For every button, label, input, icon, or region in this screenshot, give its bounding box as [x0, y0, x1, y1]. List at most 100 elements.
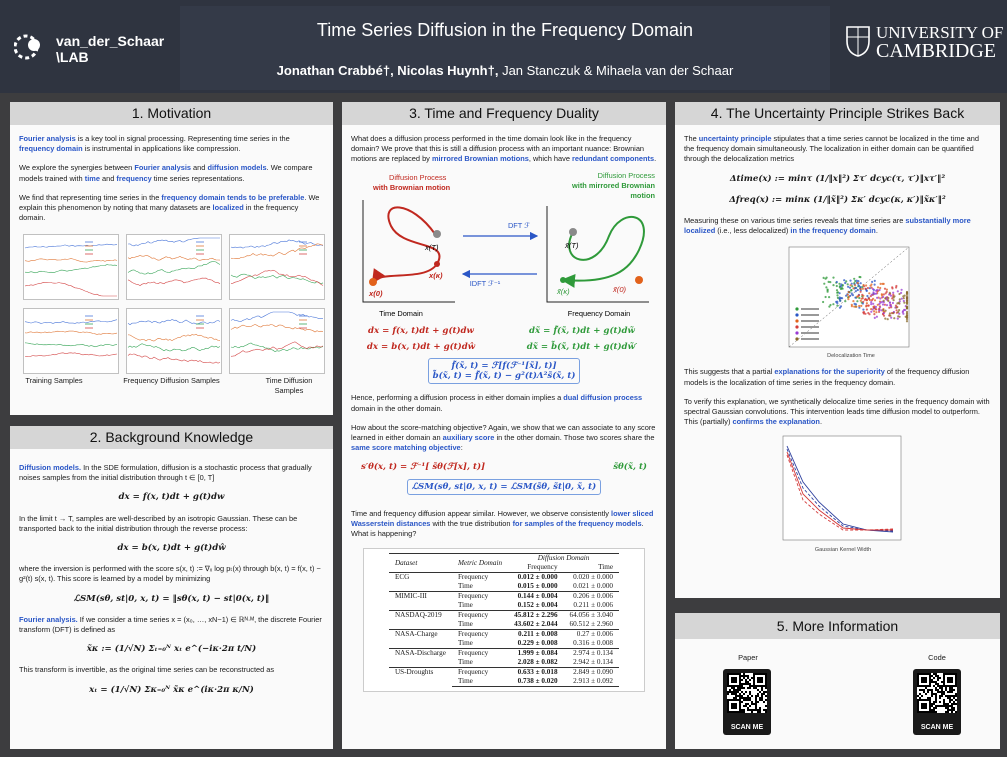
panel-title: 5. More Information: [675, 613, 1000, 639]
qr-module: [935, 699, 937, 701]
qr-module: [765, 687, 767, 689]
scatter-dot: [888, 315, 891, 318]
qr-module: [945, 711, 947, 713]
scatter-dot: [884, 310, 887, 313]
qr-module: [951, 707, 953, 709]
scatter-dot: [835, 294, 839, 297]
scatter-dot: [891, 294, 894, 297]
qr-module: [935, 707, 937, 709]
text-run: , which have: [528, 154, 572, 164]
score-equations: s′θ(x, t) = ℱ⁻¹[ s̃θ(ℱ[x], t)] s̃θ(x̃, t…: [361, 462, 647, 472]
qr-card[interactable]: SCAN ME: [723, 669, 771, 735]
qr-module: [765, 691, 767, 693]
scatter-dot: [847, 291, 850, 294]
sample-curve: [24, 244, 118, 249]
qr-module: [953, 697, 955, 699]
scatter-dot: [880, 293, 883, 296]
qr-module: [933, 711, 935, 713]
metric-cell: Frequency: [451, 572, 509, 583]
scatter-dot: [855, 300, 858, 303]
qr-module: [941, 705, 943, 707]
text-run: We explore the synergies between: [19, 163, 135, 173]
value-cell: 0.316 ± 0.008: [573, 639, 614, 648]
qr-module: [939, 705, 941, 707]
qr-module: [945, 689, 947, 691]
text-run: Jan Stanczuk & Mihaela van der Schaar: [498, 63, 734, 78]
qr-module: [949, 687, 951, 689]
subcolumn-header: Time: [563, 563, 620, 574]
paragraph: Fourier analysis is a key tool in signal…: [19, 134, 324, 154]
qr-module: [939, 685, 941, 687]
scatter-dot: [900, 298, 903, 301]
qr-module: [929, 689, 931, 691]
qr-module: [755, 695, 757, 697]
text-run: auxiliary score: [442, 433, 495, 443]
paragraph: This suggests that a partial explanation…: [684, 367, 991, 387]
scatter-dot: [857, 294, 860, 297]
scatter-dot: [869, 303, 872, 306]
qr-module: [927, 691, 929, 693]
content: This suggests that a partial explanation…: [684, 367, 991, 427]
text-run: We find that representing time series in…: [19, 192, 162, 202]
qr-module: [939, 697, 941, 699]
qr-module: [953, 695, 955, 697]
qr-module: [749, 679, 751, 681]
text-run: frequency: [116, 173, 152, 183]
qr-module: [747, 709, 749, 711]
qr-card[interactable]: SCAN ME: [913, 669, 961, 735]
sample-curve: [127, 334, 221, 342]
sample-curve: [127, 278, 221, 287]
scatter-dot: [861, 308, 864, 312]
sample-curve: [24, 342, 118, 348]
value-cell: 0.144 ± 0.004: [508, 591, 564, 602]
qr-module: [933, 709, 935, 711]
metric-cell: Time: [457, 582, 473, 591]
paragraph: What does a diffusion process performed …: [351, 134, 657, 165]
qr-module: [939, 701, 941, 703]
paragraph: This transform is invertible, as the ori…: [19, 665, 324, 675]
scatter-dot: [838, 298, 841, 301]
scatter-dot: [905, 320, 908, 323]
qr-module: [951, 709, 953, 711]
logo-dot: [28, 39, 40, 51]
content: Diffusion models. In the SDE formulation…: [19, 463, 324, 695]
qr-module: [743, 699, 745, 701]
qr-module: [947, 697, 949, 699]
scatter-dot: [859, 300, 862, 303]
qr-module: [727, 693, 729, 695]
scatter-dot: [840, 287, 843, 290]
qr-module: [757, 709, 759, 711]
background-panel: 2. Background Knowledge Diffusion models…: [10, 426, 333, 749]
qr-module: [755, 707, 757, 709]
scatter-dot: [828, 304, 832, 307]
text-run: .: [654, 154, 657, 164]
qr-module: [931, 675, 933, 677]
qr-module: [759, 711, 761, 713]
scatter-dot: [861, 297, 864, 300]
scatter-dot: [877, 309, 880, 312]
scatter-dot: [905, 318, 908, 321]
qr-module: [951, 687, 953, 689]
qr-module: [935, 689, 937, 691]
qr-module: [763, 701, 765, 703]
qr-module: [741, 675, 743, 677]
scatter-dot: [856, 289, 859, 292]
qr-module: [743, 693, 745, 695]
scatter-dot: [905, 298, 908, 301]
qr-module: [943, 701, 945, 703]
qr-code: [727, 673, 767, 713]
scatter-dot: [846, 298, 849, 301]
qr-finder: [757, 677, 763, 683]
header: van_der_Schaar \LAB Time Series Diffusio…: [0, 0, 1007, 93]
qr-module: [931, 695, 933, 697]
scatter-dot: [846, 286, 849, 289]
text-run: and: [191, 163, 208, 173]
scatter-dot: [877, 303, 880, 306]
scatter-dot: [853, 296, 857, 300]
header-band: [180, 6, 830, 90]
qr-module: [947, 695, 949, 697]
qr-module: [761, 697, 763, 699]
scatter-dot: [852, 305, 855, 309]
qr-module: [923, 689, 925, 691]
scatter-dot: [850, 292, 853, 296]
